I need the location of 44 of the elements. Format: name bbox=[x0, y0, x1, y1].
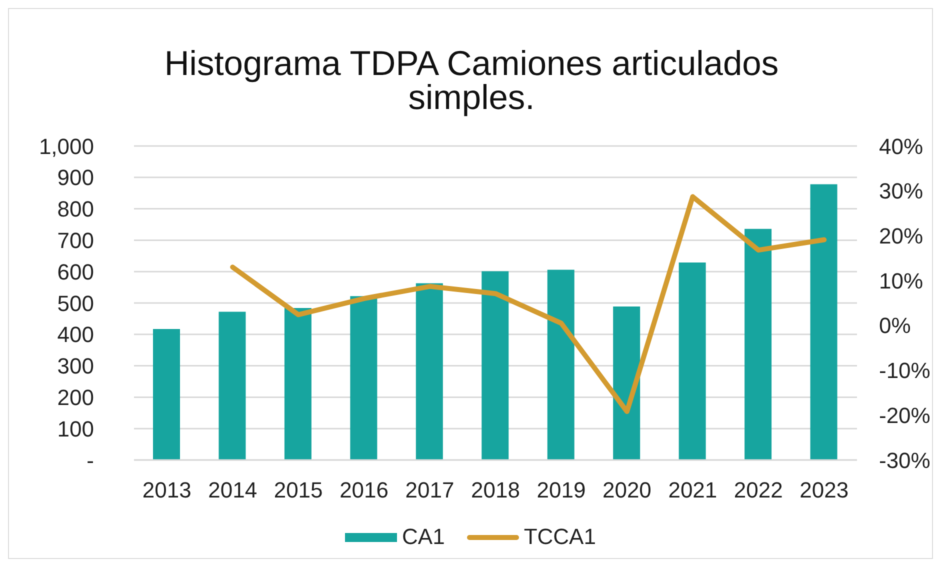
y-tick-label: 700 bbox=[57, 228, 94, 254]
y2-tick-label: 30% bbox=[879, 178, 924, 204]
bar bbox=[744, 228, 772, 460]
bar bbox=[350, 296, 378, 460]
y-tick-label: 200 bbox=[57, 385, 94, 410]
bar bbox=[482, 271, 509, 460]
x-tick-label: 2014 bbox=[208, 478, 258, 503]
bar bbox=[284, 308, 312, 460]
x-tick-label: 2013 bbox=[142, 478, 192, 503]
y2-tick-label: 10% bbox=[879, 268, 924, 294]
y-tick-label: 100 bbox=[57, 416, 94, 442]
y-tick-label: 900 bbox=[57, 165, 94, 190]
legend-label: TCCA1 bbox=[524, 524, 596, 550]
y2-tick-label: -20% bbox=[879, 402, 930, 428]
y2-tick-label: 0% bbox=[879, 313, 911, 338]
y-tick-label: 600 bbox=[57, 259, 94, 284]
x-tick-label: 2017 bbox=[405, 478, 454, 503]
x-tick-label: 2022 bbox=[734, 478, 783, 503]
x-tick-label: 2021 bbox=[668, 478, 718, 503]
bar bbox=[678, 262, 706, 460]
y-tick-label: - bbox=[86, 448, 94, 473]
bar bbox=[416, 283, 443, 460]
bar bbox=[613, 306, 640, 460]
bar bbox=[218, 312, 246, 460]
x-tick-label: 2016 bbox=[340, 478, 389, 503]
y2-tick-label: -10% bbox=[879, 358, 930, 384]
y-tick-label: 1,000 bbox=[38, 134, 94, 159]
chart-title: Histograma TDPA Camiones articulados simples. bbox=[163, 45, 780, 117]
y-tick-label: 400 bbox=[57, 322, 94, 348]
y-tick-label: 500 bbox=[57, 290, 94, 316]
y-tick-label: 300 bbox=[57, 354, 94, 379]
bar bbox=[153, 329, 180, 460]
x-tick-label: 2018 bbox=[471, 478, 520, 503]
y2-tick-label: 20% bbox=[879, 224, 924, 249]
legend-label: CA1 bbox=[402, 524, 445, 550]
bar bbox=[547, 270, 574, 460]
x-tick-label: 2023 bbox=[800, 478, 849, 503]
x-tick-label: 2015 bbox=[274, 478, 323, 503]
y-tick-label: 800 bbox=[57, 196, 94, 222]
x-tick-label: 2019 bbox=[536, 478, 586, 503]
bar bbox=[810, 184, 838, 460]
y2-tick-label: 40% bbox=[879, 134, 924, 159]
y2-tick-label: -30% bbox=[879, 448, 930, 473]
x-tick-label: 2020 bbox=[602, 478, 652, 503]
